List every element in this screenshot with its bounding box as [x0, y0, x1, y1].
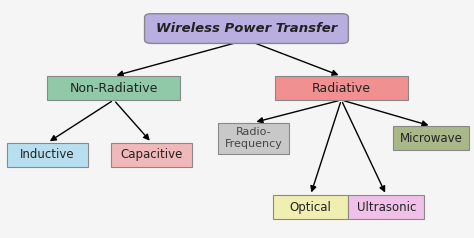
- FancyBboxPatch shape: [7, 143, 88, 167]
- FancyBboxPatch shape: [47, 76, 180, 100]
- Text: Inductive: Inductive: [20, 148, 75, 161]
- Text: Microwave: Microwave: [400, 132, 463, 144]
- FancyBboxPatch shape: [145, 14, 348, 43]
- FancyBboxPatch shape: [273, 195, 348, 219]
- Text: Radiative: Radiative: [312, 82, 371, 94]
- Text: Wireless Power Transfer: Wireless Power Transfer: [156, 22, 337, 35]
- FancyBboxPatch shape: [393, 126, 469, 150]
- Text: Ultrasonic: Ultrasonic: [356, 201, 416, 213]
- FancyBboxPatch shape: [111, 143, 192, 167]
- Text: Non-Radiative: Non-Radiative: [70, 82, 158, 94]
- FancyBboxPatch shape: [348, 195, 424, 219]
- FancyBboxPatch shape: [275, 76, 408, 100]
- Text: Radio-
Frequency: Radio- Frequency: [225, 127, 283, 149]
- Text: Capacitive: Capacitive: [120, 148, 183, 161]
- Text: Optical: Optical: [290, 201, 331, 213]
- FancyBboxPatch shape: [218, 123, 289, 154]
